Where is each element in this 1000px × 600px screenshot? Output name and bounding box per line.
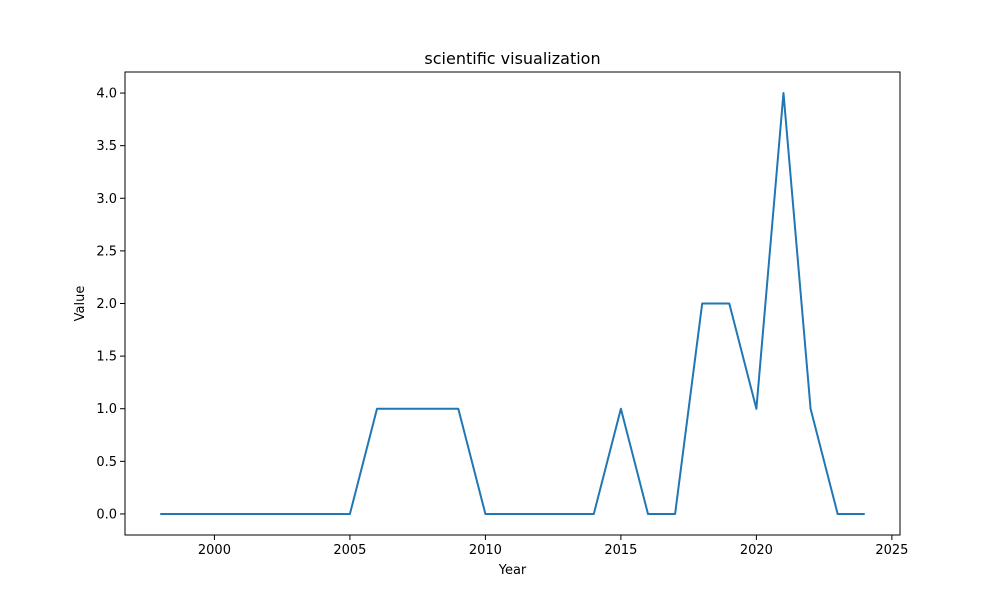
y-tick-label: 0.0: [96, 507, 117, 522]
data-point: [863, 512, 867, 516]
x-tick-label: 2015: [604, 543, 637, 558]
x-axis-ticks: 2000 2005 2010 2015 2020 2025: [198, 535, 908, 558]
x-tick-label: 2005: [333, 543, 366, 558]
data-point: [538, 512, 542, 516]
x-tick-label: 2020: [740, 543, 773, 558]
y-tick-label: 2.5: [96, 244, 117, 259]
data-point: [592, 512, 596, 516]
data-point: [565, 512, 569, 516]
data-point: [158, 512, 162, 516]
data-point: [294, 512, 298, 516]
data-point: [836, 512, 840, 516]
y-tick-label: 1.5: [96, 350, 117, 365]
data-point: [348, 512, 352, 516]
data-point: [321, 512, 325, 516]
data-point: [673, 512, 677, 516]
data-point: [402, 407, 406, 411]
data-point: [809, 407, 813, 411]
y-tick-label: 0.5: [96, 455, 117, 470]
plot-frame: [124, 71, 901, 536]
data-point: [511, 512, 515, 516]
y-axis-label: Value: [73, 286, 88, 322]
x-tick-label: 2025: [875, 543, 908, 558]
y-tick-label: 4.0: [96, 87, 117, 102]
y-tick-label: 3.5: [96, 139, 117, 154]
data-point: [781, 91, 785, 95]
y-axis-ticks: 0.0 0.5 1.0 1.5 2.0 2.5 3.0 3.5 4.0: [96, 87, 125, 522]
y-tick-label: 1.0: [96, 402, 117, 417]
data-point: [240, 512, 244, 516]
x-tick-label: 2000: [198, 543, 231, 558]
data-point: [375, 407, 379, 411]
data-point: [646, 512, 650, 516]
chart-title: scientific visualization: [424, 49, 600, 68]
data-point: [483, 512, 487, 516]
data-point: [727, 302, 731, 306]
data-point: [456, 407, 460, 411]
data-point: [619, 407, 623, 411]
data-point: [267, 512, 271, 516]
y-tick-label: 2.0: [96, 297, 117, 312]
x-tick-label: 2010: [469, 543, 502, 558]
y-tick-label: 3.0: [96, 192, 117, 207]
data-point: [429, 407, 433, 411]
data-point: [754, 407, 758, 411]
series-line: [160, 92, 865, 515]
data-point: [212, 512, 216, 516]
x-axis-label: Year: [498, 563, 527, 578]
data-point: [185, 512, 189, 516]
data-point: [700, 302, 704, 306]
